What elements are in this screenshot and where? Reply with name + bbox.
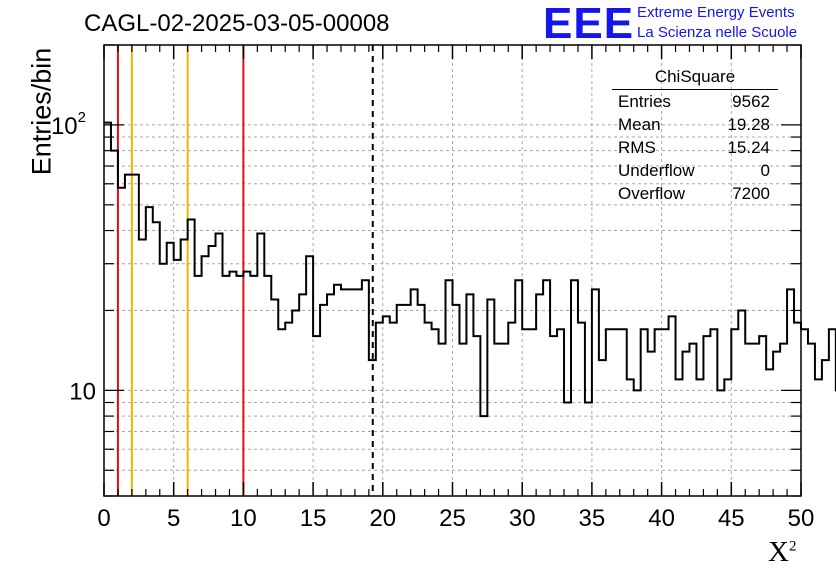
x-tick-label: 25 [439,505,466,532]
stats-title: ChiSquare [654,67,736,86]
x-tick-label: 0 [97,505,110,532]
x-axis-label-base: X [768,536,789,568]
x-tick-label: 20 [369,505,396,532]
x-axis-label: X2 [768,536,796,569]
stats-row-mean: Mean 19.28 [612,113,778,136]
x-tick-label: 40 [648,505,675,532]
stats-label: Underflow [618,161,695,180]
x-tick-label: 15 [300,505,327,532]
x-tick-label: 35 [579,505,606,532]
eee-logo: EEE [543,0,635,48]
stats-value: 7200 [732,184,770,203]
stats-divider [612,89,778,90]
grid-lines [103,44,802,497]
stats-value: 0 [760,161,770,180]
stats-row-underflow: Underflow 0 [612,159,778,182]
histogram-series [104,121,836,418]
stats-row-overflow: Overflow 7200 [612,182,778,205]
stats-value: 19.28 [727,115,770,134]
y-tick-label: 10 [69,378,96,405]
axis-ticks [103,44,802,497]
axis-tick-labels: 0 5 10 15 20 25 30 35 40 45 50 10 102 [51,109,814,532]
stats-value: 9562 [732,92,770,111]
reference-lines [116,45,374,496]
stats-label: Entries [618,92,671,111]
chart-title: CAGL-02-2025-03-05-00008 [84,10,390,37]
stats-row-rms: RMS 15.24 [612,136,778,159]
stats-box: ChiSquare Entries 9562 Mean 19.28 RMS 15.24… [612,66,778,205]
stats-label: Mean [618,115,661,134]
stats-label: Overflow [618,184,686,203]
stats-label: RMS [618,138,656,157]
y-axis-label: Entries/bin [26,47,57,176]
logo-text-line-1: Extreme Energy Events [637,4,795,21]
x-axis-label-superscript: 2 [788,538,797,555]
x-tick-label: 30 [509,505,536,532]
y-tick-label: 102 [51,109,86,140]
x-tick-label: 10 [230,505,257,532]
x-tick-label: 5 [167,505,180,532]
logo-text-line-2: La Scienza nelle Scuole [637,24,798,41]
x-tick-label: 45 [718,505,745,532]
stats-value: 15.24 [727,138,770,157]
x-tick-label: 50 [788,505,815,532]
stats-row-entries: Entries 9562 [612,90,778,113]
